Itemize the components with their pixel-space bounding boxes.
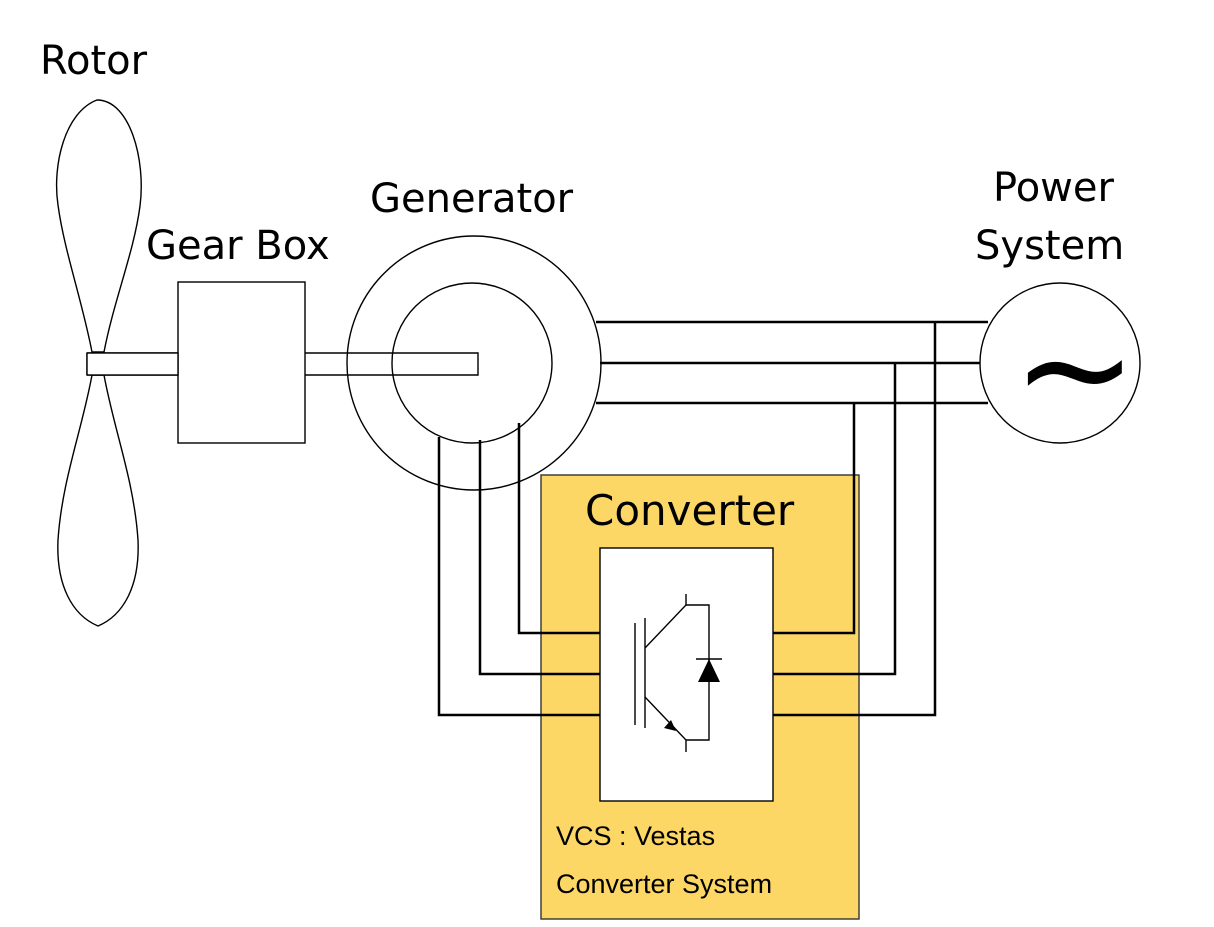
converter-switch-box xyxy=(599,547,774,802)
grid-side-wires xyxy=(773,322,937,717)
gearbox-label: Gear Box xyxy=(146,223,330,269)
rotor-upper-blade xyxy=(55,99,142,353)
grid-lines xyxy=(596,320,988,405)
rotor-wire-1 xyxy=(517,423,600,635)
rotor-lower-blade xyxy=(57,374,139,627)
rotor-wire-3 xyxy=(437,437,600,717)
vcs-label-line2: Converter System xyxy=(556,869,772,899)
grid-wire-2 xyxy=(773,363,897,676)
grid-wire-3 xyxy=(773,322,937,717)
generator xyxy=(346,235,602,491)
grid-wire-1 xyxy=(773,403,856,635)
gearbox xyxy=(177,281,306,444)
vcs-label-line1: VCS : Vestas xyxy=(556,821,715,851)
rotor-side-wires xyxy=(437,423,600,717)
converter-label: Converter xyxy=(585,486,795,535)
power-system-label-line2: System xyxy=(975,223,1124,269)
ac-source-icon: ~ xyxy=(1012,282,1138,456)
shaft-rotor-segment xyxy=(86,352,179,376)
generator-stator xyxy=(346,235,602,491)
freewheeling-diode-icon xyxy=(696,658,722,682)
rotor-label: Rotor xyxy=(40,38,148,84)
generator-rotor xyxy=(391,282,553,444)
rotor-wire-2 xyxy=(478,440,600,676)
rotor-blades xyxy=(55,99,142,627)
igbt-emitter-arrow xyxy=(664,720,676,731)
generator-label: Generator xyxy=(370,176,574,222)
power-system-label-line1: Power xyxy=(993,165,1114,211)
